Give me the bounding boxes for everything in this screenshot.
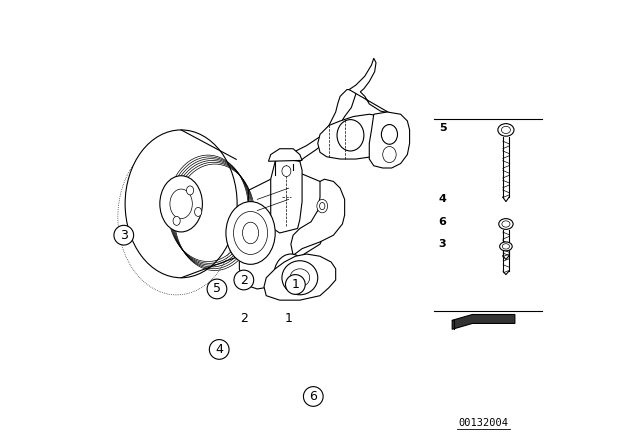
Polygon shape [317, 114, 394, 159]
Ellipse shape [498, 124, 514, 136]
Ellipse shape [234, 211, 268, 254]
Ellipse shape [170, 189, 192, 219]
Polygon shape [239, 170, 329, 289]
Ellipse shape [282, 261, 317, 295]
Text: 2: 2 [240, 311, 248, 325]
Text: 1: 1 [291, 278, 300, 291]
Text: 5: 5 [213, 282, 221, 296]
Text: 6: 6 [309, 390, 317, 403]
Text: 4: 4 [439, 194, 447, 204]
Ellipse shape [383, 146, 396, 163]
Circle shape [303, 387, 323, 406]
Text: 4: 4 [215, 343, 223, 356]
Ellipse shape [186, 186, 194, 195]
Ellipse shape [173, 216, 180, 225]
Ellipse shape [281, 263, 301, 288]
Ellipse shape [287, 270, 296, 281]
Ellipse shape [319, 202, 325, 210]
Ellipse shape [290, 269, 310, 287]
Text: 00132004: 00132004 [458, 418, 509, 428]
Ellipse shape [502, 126, 511, 134]
Text: 6: 6 [439, 217, 447, 227]
Text: 1: 1 [285, 311, 292, 325]
Circle shape [209, 340, 229, 359]
Ellipse shape [502, 221, 510, 227]
Text: 3: 3 [120, 228, 128, 242]
Ellipse shape [499, 219, 513, 229]
Ellipse shape [243, 222, 259, 244]
Polygon shape [369, 112, 410, 168]
Polygon shape [291, 179, 344, 255]
Circle shape [234, 270, 253, 290]
Polygon shape [264, 254, 335, 300]
Polygon shape [269, 149, 302, 161]
Ellipse shape [381, 125, 397, 144]
Polygon shape [349, 58, 389, 113]
Ellipse shape [282, 166, 291, 177]
Text: 5: 5 [439, 123, 446, 133]
Text: 3: 3 [439, 239, 446, 249]
Ellipse shape [274, 254, 308, 297]
Ellipse shape [337, 120, 364, 151]
Polygon shape [452, 314, 515, 329]
Text: 2: 2 [240, 273, 248, 287]
Ellipse shape [160, 176, 202, 232]
Ellipse shape [317, 199, 328, 213]
Ellipse shape [226, 202, 275, 264]
Circle shape [207, 279, 227, 299]
Circle shape [285, 275, 305, 294]
Circle shape [114, 225, 134, 245]
Ellipse shape [195, 207, 202, 216]
Polygon shape [271, 159, 302, 233]
Polygon shape [284, 90, 356, 161]
Ellipse shape [500, 242, 512, 251]
Ellipse shape [502, 244, 509, 249]
Ellipse shape [125, 130, 237, 278]
